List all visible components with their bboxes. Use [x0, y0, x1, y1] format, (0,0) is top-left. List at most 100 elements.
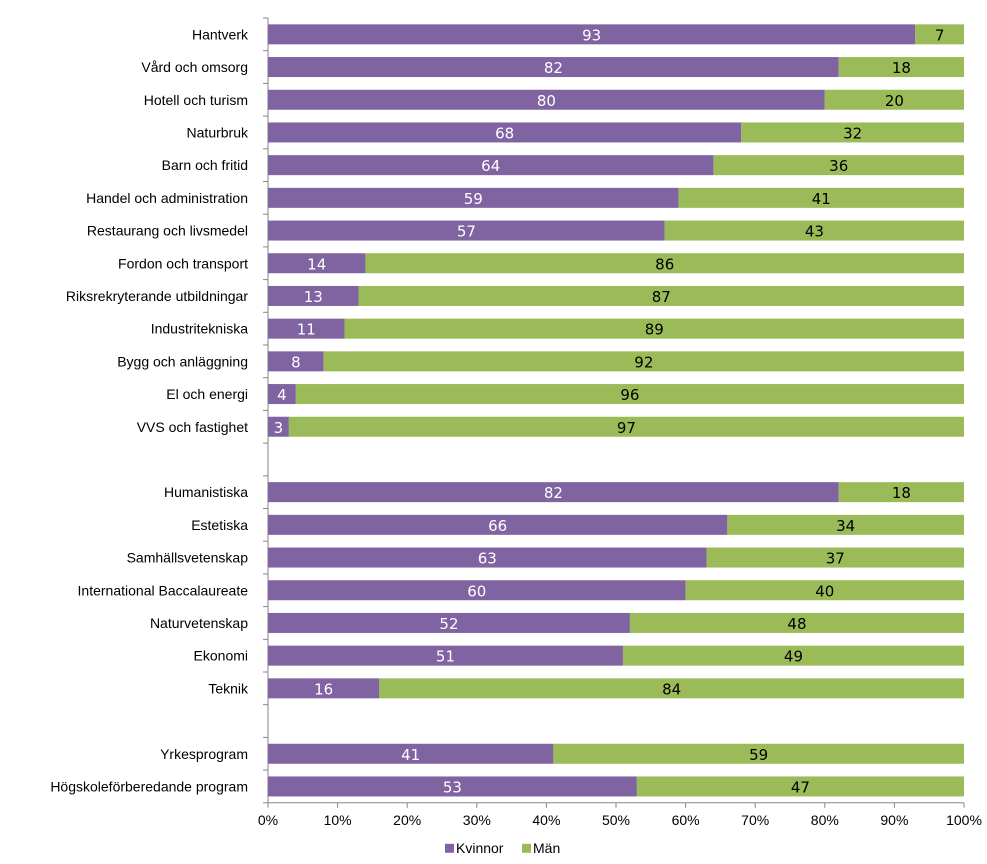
data-label: 57 — [457, 223, 476, 241]
data-label: 11 — [297, 321, 316, 339]
data-label: 41 — [401, 746, 420, 764]
data-label: 51 — [436, 648, 455, 666]
bar-segment-kvinnor — [268, 89, 825, 110]
bar-segment-kvinnor — [268, 743, 554, 764]
data-label: 80 — [537, 92, 556, 110]
data-label: 59 — [464, 190, 483, 208]
bar-segment-man — [365, 253, 964, 274]
category-label: Hotell och turism — [144, 92, 248, 108]
bar-segment-kvinnor — [268, 547, 707, 568]
category-label: Högskoleförberedande program — [50, 778, 248, 794]
category-label: Barn och fritid — [162, 157, 248, 173]
data-label: 84 — [662, 680, 681, 698]
data-label: 18 — [892, 59, 911, 77]
data-label: 49 — [784, 648, 803, 666]
bar-segment-man — [636, 776, 964, 797]
x-tick-label: 10% — [324, 812, 352, 828]
data-label: 37 — [826, 550, 845, 568]
category-label: Yrkesprogram — [160, 746, 248, 762]
data-label: 53 — [443, 778, 462, 796]
data-label: 43 — [805, 223, 824, 241]
data-label: 16 — [314, 680, 333, 698]
data-label: 7 — [935, 26, 945, 44]
data-label: 59 — [749, 746, 768, 764]
data-label: 93 — [582, 26, 601, 44]
data-label: 97 — [617, 419, 636, 437]
bar-segment-man — [288, 416, 964, 437]
bar-segment-man — [685, 580, 964, 601]
bar-segment-kvinnor — [268, 155, 714, 176]
bar-segment-kvinnor — [268, 645, 623, 666]
category-label: Estetiska — [191, 517, 248, 533]
legend-label: Män — [533, 840, 560, 856]
category-label: Naturbruk — [187, 124, 249, 140]
bar-segment-man — [824, 89, 964, 110]
category-label: Samhällsvetenskap — [127, 550, 249, 566]
data-label: 40 — [815, 582, 834, 600]
bar-segment-kvinnor — [268, 514, 728, 535]
bar-segment-kvinnor — [268, 187, 679, 208]
x-tick-label: 50% — [602, 812, 630, 828]
legend-label: Kvinnor — [456, 840, 504, 856]
data-label: 96 — [620, 386, 639, 404]
data-label: 18 — [892, 484, 911, 502]
data-label: 92 — [634, 353, 653, 371]
bar-segment-kvinnor — [268, 416, 289, 437]
bar-segment-man — [622, 645, 964, 666]
category-label: Industritekniska — [151, 321, 248, 337]
category-label: VVS och fastighet — [137, 419, 248, 435]
data-label: 87 — [652, 288, 671, 306]
x-tick-label: 60% — [672, 812, 700, 828]
data-label: 20 — [885, 92, 904, 110]
bar-segment-man — [838, 482, 964, 503]
bar-segment-kvinnor — [268, 776, 637, 797]
data-label: 34 — [836, 517, 855, 535]
data-label: 86 — [655, 255, 674, 273]
category-label: Handel och administration — [86, 190, 248, 206]
bar-segment-kvinnor — [268, 220, 665, 241]
bar-segment-kvinnor — [268, 24, 916, 45]
data-label: 48 — [787, 615, 806, 633]
data-label: 47 — [791, 778, 810, 796]
bar-segment-man — [741, 122, 964, 143]
category-label: Ekonomi — [194, 648, 248, 664]
category-label: Restaurang och livsmedel — [87, 223, 248, 239]
bar-segment-kvinnor — [268, 285, 359, 306]
bar-segment-kvinnor — [268, 351, 324, 372]
data-label: 52 — [439, 615, 458, 633]
data-label: 60 — [467, 582, 486, 600]
bar-segment-kvinnor — [268, 384, 296, 405]
x-tick-label: 40% — [532, 812, 560, 828]
data-label: 13 — [304, 288, 323, 306]
bar-segment-man — [323, 351, 964, 372]
bar-segment-man — [629, 612, 964, 633]
category-label: Fordon och transport — [118, 255, 248, 271]
x-tick-label: 20% — [393, 812, 421, 828]
category-label: Riksrekryterande utbildningar — [66, 288, 248, 304]
legend-swatch-kvinnor — [445, 843, 454, 853]
category-label: International Baccalaureate — [78, 582, 249, 598]
x-tick-label: 90% — [880, 812, 908, 828]
bar-segment-kvinnor — [268, 318, 345, 339]
x-tick-label: 80% — [811, 812, 839, 828]
data-label: 3 — [274, 419, 284, 437]
bar-segment-kvinnor — [268, 253, 366, 274]
data-label: 82 — [544, 484, 563, 502]
data-label: 64 — [481, 157, 500, 175]
bar-segment-kvinnor — [268, 580, 686, 601]
x-tick-label: 0% — [258, 812, 278, 828]
bar-segment-man — [727, 514, 964, 535]
category-label: Vård och omsorg — [141, 59, 248, 75]
category-label: Teknik — [208, 680, 249, 696]
bar-segment-kvinnor — [268, 678, 380, 699]
data-label: 4 — [277, 386, 287, 404]
category-label: Bygg och anläggning — [117, 353, 248, 369]
category-label: Humanistiska — [164, 484, 248, 500]
data-label: 63 — [478, 550, 497, 568]
bar-segment-man — [915, 24, 964, 45]
bar-segment-kvinnor — [268, 57, 839, 78]
bar-segment-man — [678, 187, 964, 208]
data-label: 14 — [307, 255, 326, 273]
